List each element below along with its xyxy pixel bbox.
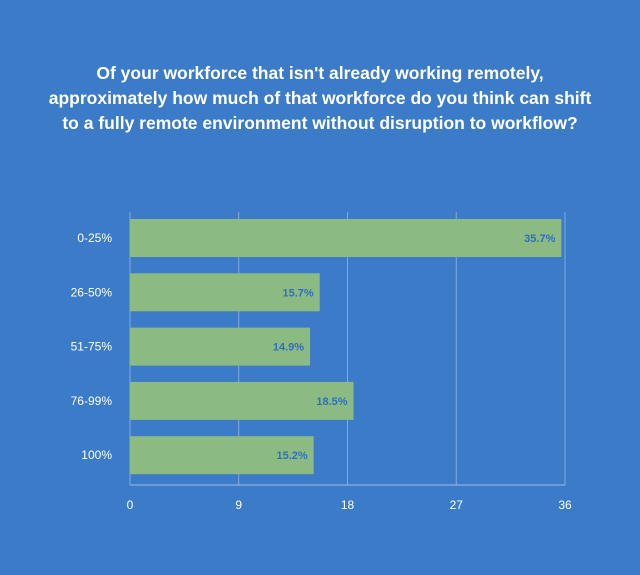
x-tick-label-1: 9 [235, 498, 242, 512]
category-label-1: 26-50% [71, 285, 113, 299]
x-tick-label-0: 0 [127, 498, 134, 512]
data-label-1: 15.7% [283, 287, 314, 299]
data-label-3: 18.5% [316, 396, 347, 408]
x-tick-label-3: 27 [450, 498, 464, 512]
bar-1 [130, 273, 320, 312]
bar-4 [130, 436, 314, 475]
category-label-2: 51-75% [71, 340, 113, 354]
category-label-4: 100% [81, 448, 112, 462]
category-label-3: 76-99% [71, 394, 113, 408]
bar-0 [130, 219, 562, 257]
data-label-4: 15.2% [276, 450, 307, 462]
chart-title: Of your workforce that isn't already wor… [48, 63, 592, 133]
bar-2 [130, 327, 311, 366]
x-tick-label-4: 36 [558, 498, 572, 512]
data-label-0: 35.7% [524, 233, 555, 245]
bar-3 [130, 381, 354, 420]
category-label-0: 0-25% [77, 231, 112, 245]
x-tick-label-2: 18 [341, 498, 355, 512]
data-label-2: 14.9% [273, 342, 304, 354]
